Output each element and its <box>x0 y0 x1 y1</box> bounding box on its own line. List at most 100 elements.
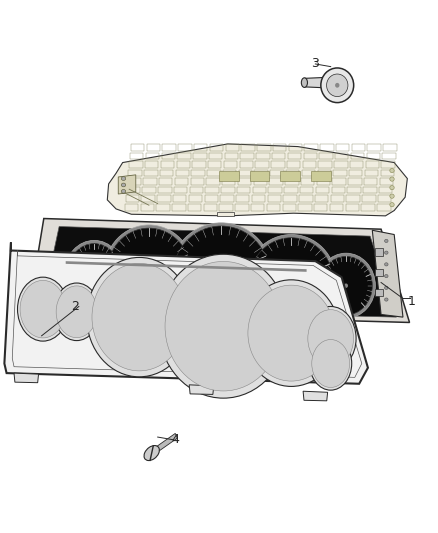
Ellipse shape <box>385 286 388 289</box>
Bar <box>366 161 379 168</box>
Bar <box>219 171 239 181</box>
Ellipse shape <box>104 225 194 319</box>
Bar <box>285 178 299 185</box>
Bar <box>145 161 159 168</box>
Bar <box>177 161 190 168</box>
Bar <box>238 178 251 185</box>
Bar <box>127 187 140 193</box>
Bar <box>320 144 334 151</box>
Bar <box>287 161 300 168</box>
Bar <box>334 161 348 168</box>
Ellipse shape <box>305 306 356 370</box>
Bar <box>383 144 397 151</box>
Bar <box>226 144 239 151</box>
Bar <box>300 187 314 193</box>
Bar <box>367 144 381 151</box>
Bar <box>159 178 173 185</box>
Bar <box>191 178 204 185</box>
Bar <box>128 169 142 176</box>
Bar <box>147 144 160 151</box>
Bar <box>158 187 172 193</box>
Bar <box>304 152 317 159</box>
Ellipse shape <box>390 168 394 173</box>
Bar <box>253 187 266 193</box>
Ellipse shape <box>320 256 372 315</box>
Bar <box>304 144 318 151</box>
Bar <box>311 171 331 181</box>
Bar <box>316 187 329 193</box>
Bar <box>210 144 223 151</box>
Bar <box>221 187 235 193</box>
Bar <box>224 161 237 168</box>
Ellipse shape <box>390 194 394 198</box>
Bar <box>208 161 222 168</box>
Bar <box>240 152 254 159</box>
Ellipse shape <box>385 274 388 278</box>
Ellipse shape <box>327 74 348 96</box>
Bar <box>365 169 378 176</box>
Bar <box>131 144 145 151</box>
Polygon shape <box>304 77 328 88</box>
Bar <box>157 195 171 202</box>
Bar <box>351 152 364 159</box>
Bar <box>268 187 282 193</box>
Bar <box>237 187 251 193</box>
Bar <box>303 161 316 168</box>
Bar <box>289 144 302 151</box>
Bar <box>190 187 203 193</box>
Bar <box>176 169 189 176</box>
Bar <box>257 144 271 151</box>
Bar <box>381 169 394 176</box>
Ellipse shape <box>317 253 375 318</box>
Ellipse shape <box>301 78 307 87</box>
Ellipse shape <box>335 83 339 88</box>
Ellipse shape <box>20 280 66 338</box>
Bar <box>269 178 283 185</box>
Ellipse shape <box>146 269 152 275</box>
Bar <box>250 171 269 181</box>
Bar <box>251 204 265 211</box>
Bar <box>346 195 360 202</box>
Bar <box>331 195 344 202</box>
Ellipse shape <box>68 244 120 302</box>
Polygon shape <box>372 230 403 317</box>
Bar <box>349 169 363 176</box>
Bar <box>364 178 378 185</box>
Bar <box>220 195 234 202</box>
Bar <box>204 204 217 211</box>
Bar <box>125 204 138 211</box>
Bar <box>154 312 160 318</box>
Bar <box>235 204 249 211</box>
Polygon shape <box>66 261 307 272</box>
Ellipse shape <box>312 340 350 387</box>
Bar <box>240 161 253 168</box>
Bar <box>270 169 284 176</box>
Bar <box>172 204 186 211</box>
Polygon shape <box>118 175 136 194</box>
Bar <box>284 187 298 193</box>
Ellipse shape <box>121 177 126 180</box>
Bar <box>379 187 392 193</box>
Bar <box>352 144 365 151</box>
Bar <box>272 152 286 159</box>
Bar <box>222 178 236 185</box>
Ellipse shape <box>54 283 99 341</box>
Ellipse shape <box>144 446 159 461</box>
Polygon shape <box>217 212 234 216</box>
Bar <box>129 161 143 168</box>
Ellipse shape <box>250 238 333 323</box>
Ellipse shape <box>390 203 394 207</box>
Bar <box>127 178 141 185</box>
Ellipse shape <box>107 228 191 316</box>
Bar <box>188 204 201 211</box>
Bar <box>363 187 377 193</box>
Bar <box>367 152 380 159</box>
Ellipse shape <box>92 271 96 275</box>
Ellipse shape <box>288 277 294 284</box>
Bar <box>163 313 169 319</box>
Ellipse shape <box>173 226 269 324</box>
Bar <box>318 161 332 168</box>
Bar <box>144 169 158 176</box>
Bar <box>361 204 375 211</box>
Bar <box>207 169 221 176</box>
